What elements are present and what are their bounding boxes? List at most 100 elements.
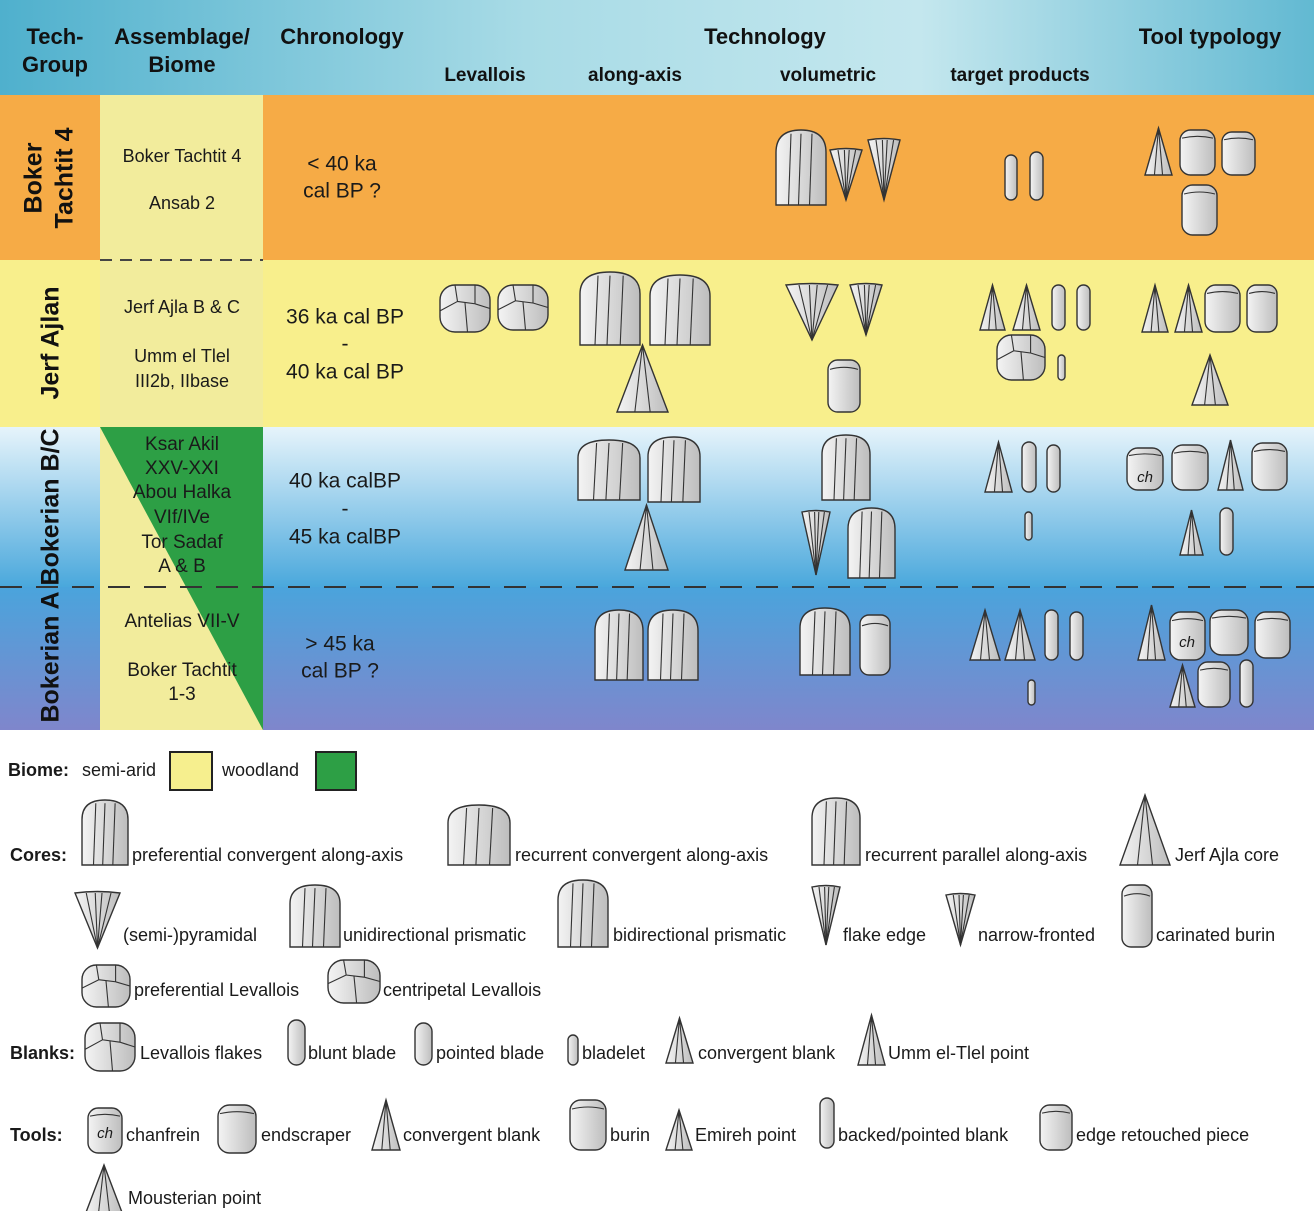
assemblage: Antelias VII-V (124, 611, 239, 632)
legend-label: Blanks: (10, 1043, 75, 1063)
stone (217, 1104, 257, 1154)
legend-item: centripetal Levallois (383, 980, 541, 1000)
lithic-icon (979, 282, 1006, 331)
header: Assemblage/ (114, 24, 250, 49)
stone (569, 1099, 607, 1151)
stone-scar (837, 149, 847, 201)
stone-scar (881, 139, 885, 201)
stone-scar (865, 284, 870, 336)
lithic-icon (1209, 609, 1249, 656)
stone-scar (1136, 794, 1146, 866)
lithic-icon (289, 884, 341, 948)
legend-item: recurrent parallel along-axis (865, 845, 1087, 865)
stone (1119, 792, 1171, 866)
stone-scar (823, 801, 827, 866)
lithic-icon (847, 507, 896, 579)
stone (1044, 609, 1059, 661)
lithic-icon (811, 797, 861, 866)
lithic-icon (665, 1015, 694, 1064)
stone-scar (89, 1113, 121, 1117)
stone (1221, 131, 1256, 176)
lithic-icon (615, 343, 670, 413)
stone-scar (322, 888, 327, 948)
legend-item: flake edge (843, 925, 926, 945)
stone (1027, 679, 1036, 706)
lithic-icon (945, 892, 976, 948)
stone (1246, 284, 1278, 333)
legend-item: bladelet (582, 1043, 645, 1063)
subheader: target products (950, 65, 1089, 86)
legend-item: Mousterian point (128, 1188, 261, 1208)
stone-scar (1211, 615, 1247, 619)
stone-scar (843, 438, 847, 501)
stone-scar (639, 504, 648, 571)
lithic-icon (1027, 679, 1036, 706)
stone (1254, 611, 1291, 659)
lithic-icon (1126, 447, 1164, 491)
legend-item: (semi-)pyramidal (123, 925, 257, 945)
lithic-icon (1004, 154, 1018, 201)
legend-item: Jerf Ajla core (1175, 845, 1279, 865)
stone (1012, 282, 1041, 331)
stone (1144, 125, 1173, 176)
chronology: - (342, 333, 349, 356)
stone-scar (1014, 609, 1021, 661)
stone-scar (606, 613, 610, 681)
stone-scar (674, 1109, 680, 1151)
stone-scar (843, 149, 847, 201)
stone (1021, 441, 1037, 493)
stone-scar (845, 149, 857, 201)
legend-item: recurrent convergent along-axis (515, 845, 768, 865)
stone-scar (682, 440, 686, 503)
header: Group (22, 52, 88, 77)
stone-scar (1173, 450, 1207, 454)
lithic-icon (1169, 662, 1196, 708)
stone (784, 282, 840, 342)
lithic-icon (439, 284, 491, 333)
assemblage: Umm el Tlel (134, 346, 230, 366)
stone (81, 799, 129, 866)
stone (1219, 507, 1234, 556)
stone (859, 614, 891, 676)
icon-text: ch (97, 1125, 113, 1142)
stone-scar (1153, 127, 1160, 176)
stone-scar (833, 438, 837, 501)
stone (849, 282, 883, 338)
assemblage: VIf/IVe (154, 507, 210, 528)
lithic-icon (1137, 604, 1166, 661)
stone-scar (875, 139, 885, 201)
stone-scar (832, 611, 837, 676)
lithic-icon (1057, 354, 1066, 381)
stone-scar (853, 438, 858, 501)
stone-scar (1187, 284, 1194, 333)
stone (649, 274, 711, 346)
assemblage: XXV-XXI (145, 458, 219, 479)
stone (414, 1022, 433, 1066)
legend-item: edge retouched piece (1076, 1125, 1249, 1145)
stone (647, 609, 699, 681)
assemblage: 1-3 (168, 684, 195, 705)
stone-scar (1150, 284, 1156, 333)
lithic-icon (984, 439, 1013, 493)
lithic-icon (371, 1097, 401, 1151)
legend-item: preferential convergent along-axis (132, 845, 403, 865)
stone-scar (1253, 449, 1286, 452)
stone-scar (959, 894, 970, 946)
stone-scar (1223, 137, 1254, 141)
stone-scar (1226, 439, 1232, 491)
stone-scar (590, 883, 595, 948)
subheader: volumetric (780, 65, 877, 86)
lithic-icon (1179, 129, 1216, 176)
stone-scar (988, 284, 994, 331)
lithic-icon (447, 804, 511, 866)
lithic-icon (1121, 884, 1153, 948)
group: Bokerian A (37, 591, 65, 722)
lithic-icon (1039, 1104, 1073, 1151)
lithic-icon (557, 879, 609, 948)
stone-scar (439, 284, 491, 333)
stone-scar (641, 344, 651, 413)
lithic-icon (1181, 184, 1218, 236)
lithic-icon (1051, 284, 1066, 331)
lithic-icon (799, 607, 851, 676)
